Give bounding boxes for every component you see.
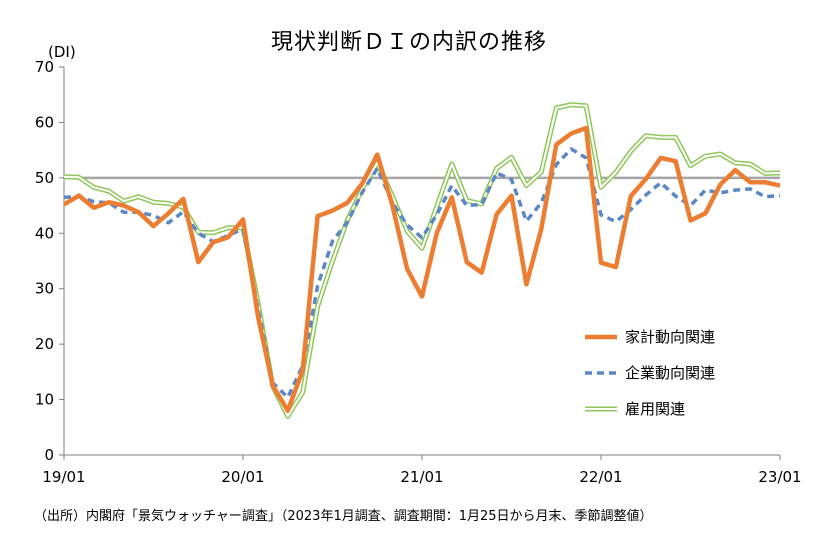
y-tick-label: 20 <box>35 335 54 353</box>
x-tick-label: 21/01 <box>400 468 443 486</box>
y-tick-label: 70 <box>35 58 54 76</box>
legend-label-1: 家計動向関連 <box>625 328 715 346</box>
y-tick-label: 50 <box>35 169 54 187</box>
x-tick-label: 23/01 <box>758 468 801 486</box>
y-tick-label: 30 <box>35 280 54 298</box>
series-line-1 <box>62 125 781 413</box>
x-tick-label: 22/01 <box>579 468 622 486</box>
chart-title: 現状判断ＤＩの内訳の推移 <box>270 30 547 55</box>
series-layer <box>62 102 781 419</box>
x-tick-label: 20/01 <box>221 468 264 486</box>
source-note: （出所）内閣府「景気ウォッチャー調査」（2023年1月調査、調査期間：1月25日… <box>34 509 653 524</box>
x-tick-label: 19/01 <box>42 468 85 486</box>
series-line-2 <box>63 147 781 400</box>
y-axis-unit-label: (DI) <box>48 43 76 61</box>
legend-label-3: 雇用関連 <box>625 400 685 418</box>
y-tick-label: 40 <box>35 224 54 242</box>
legend-label-2: 企業動向関連 <box>625 364 715 382</box>
axis-layer: 0 10 20 30 40 50 60 70 19/01 20/01 21/01 22/01 23/01 <box>35 58 802 486</box>
y-tick-label: 10 <box>35 391 54 409</box>
y-tick-label: 0 <box>44 446 54 464</box>
y-tick-label: 60 <box>35 113 54 131</box>
